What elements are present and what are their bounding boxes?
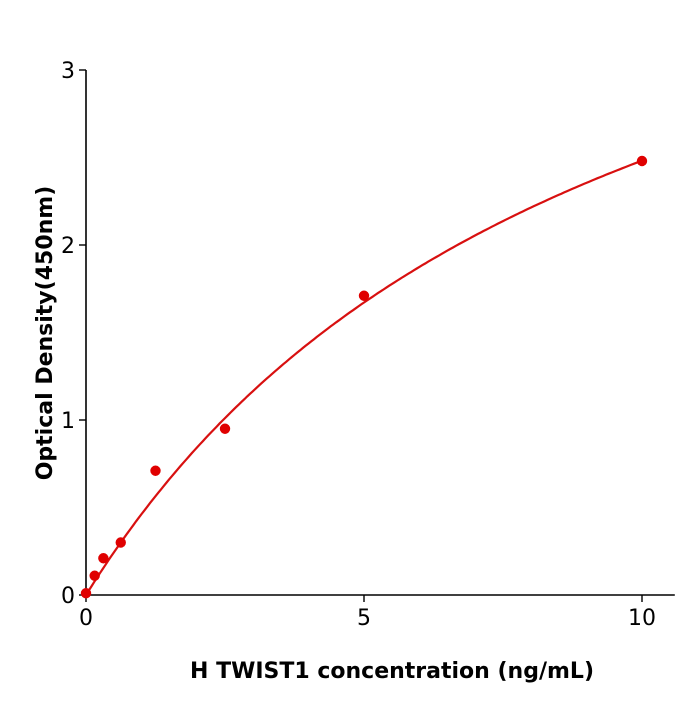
data-point: [358, 290, 370, 301]
fit-curve: [85, 159, 643, 596]
axes: 0 5 10 0 1 2 3: [61, 59, 675, 631]
x-tick-label: 10: [628, 606, 656, 631]
x-axis-label: H TWIST1 concentration (ng/mL): [190, 659, 594, 684]
y-tick-label: 0: [61, 584, 75, 609]
data-point: [80, 588, 92, 599]
y-axis-label: Optical Density(450nm): [33, 186, 58, 481]
y-tick-label: 2: [61, 234, 75, 259]
x-tick-label: 0: [79, 606, 93, 631]
y-tick-label: 3: [61, 59, 75, 84]
data-points: [80, 155, 648, 599]
x-tick-label: 5: [357, 606, 371, 631]
data-point: [636, 155, 648, 167]
data-point: [150, 465, 161, 476]
data-point: [89, 570, 100, 581]
data-point: [115, 537, 126, 548]
data-point: [98, 553, 109, 564]
y-tick-label: 1: [61, 409, 75, 434]
data-point: [219, 423, 231, 434]
